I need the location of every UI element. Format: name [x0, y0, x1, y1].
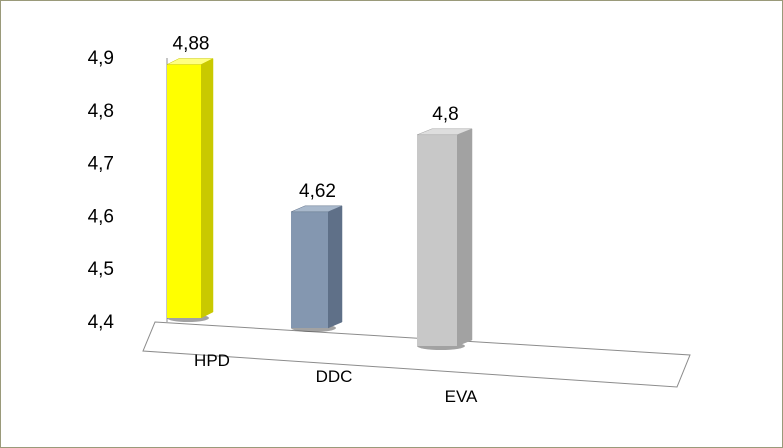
bar-side-face — [327, 205, 343, 329]
data-label: 4,8 — [432, 104, 458, 125]
y-tick-label: 4,7 — [88, 154, 114, 175]
chart-floor — [142, 321, 691, 388]
y-tick-label: 4,8 — [88, 101, 114, 122]
x-axis-categories: HPD DDC EVA — [194, 351, 478, 406]
bar-top-face — [166, 58, 214, 65]
y-tick-label: 4,4 — [88, 312, 115, 333]
category-label: DDC — [316, 367, 353, 386]
bar-front-face — [291, 211, 328, 328]
bar-front-face — [417, 134, 457, 346]
y-axis-ticks: 4,4 4,5 4,6 4,7 4,8 4,9 — [88, 48, 115, 333]
bar-front-face — [167, 64, 201, 318]
bar-hpd — [166, 58, 214, 322]
category-label: EVA — [445, 387, 478, 406]
y-tick-label: 4,9 — [88, 48, 114, 69]
category-label: HPD — [194, 351, 230, 370]
data-label: 4,88 — [173, 34, 210, 55]
bar-top-face — [290, 205, 343, 213]
bar-ddc — [290, 205, 343, 332]
bar-side-face — [456, 128, 473, 347]
y-tick-label: 4,5 — [88, 259, 114, 280]
bar-top-face — [416, 128, 473, 136]
bar-eva — [416, 128, 473, 350]
data-label: 4,62 — [299, 181, 336, 202]
bars — [166, 58, 473, 350]
data-labels: 4,88 4,62 4,8 — [173, 34, 459, 202]
bar-side-face — [200, 58, 214, 319]
y-tick-label: 4,6 — [88, 206, 114, 227]
